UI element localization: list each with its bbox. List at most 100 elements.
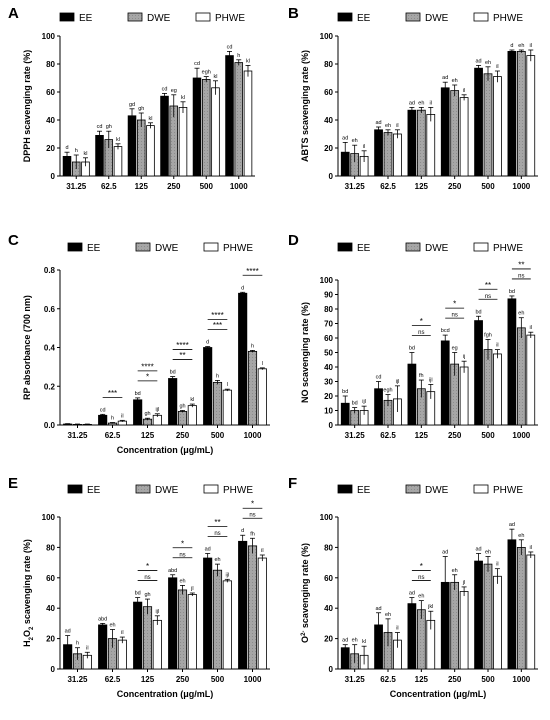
significance-letter: eh xyxy=(385,612,391,618)
bar-phwe xyxy=(526,334,536,426)
bar-dwe xyxy=(483,563,493,670)
significance-letter: il xyxy=(363,144,365,150)
significance-letter: kl xyxy=(246,58,250,64)
significance-letter: gh xyxy=(144,411,150,417)
significance-mark: **** xyxy=(246,267,258,276)
x-tick-label: 1000 xyxy=(244,431,262,440)
bar-ee xyxy=(225,55,234,177)
significance-letter: fh xyxy=(419,373,424,379)
y-tick-label: 40 xyxy=(46,604,55,613)
legend-swatch-phwe xyxy=(203,242,219,252)
x-tick-label: 250 xyxy=(176,431,190,440)
significance-letter: cd xyxy=(100,407,106,413)
y-tick-label: 40 xyxy=(46,116,55,125)
bar-ee xyxy=(238,540,248,670)
significance-letter: kl xyxy=(83,151,87,157)
significance-letter: l xyxy=(227,382,228,388)
bar-phwe xyxy=(187,594,197,670)
significance-letter: il xyxy=(530,325,532,331)
bar-phwe xyxy=(146,125,155,177)
legend-swatch-ee xyxy=(337,484,353,494)
significance-letter: ad xyxy=(376,120,382,126)
bar-phwe xyxy=(152,619,162,670)
significance-letter: egh xyxy=(383,388,392,394)
significance-letter: eh xyxy=(418,100,424,106)
significance-letter: cd xyxy=(227,44,233,50)
significance-letter: il xyxy=(86,645,88,651)
bar-phwe xyxy=(257,557,267,670)
bar-ee xyxy=(507,298,517,426)
panel-label: A xyxy=(8,5,19,22)
y-tick-label: 0 xyxy=(51,665,56,674)
bar-ee xyxy=(95,134,104,177)
y-tick-label: 90 xyxy=(324,291,333,300)
bar-phwe xyxy=(526,55,536,177)
significance-letter: ad xyxy=(442,75,448,81)
significance-letter: eh xyxy=(485,550,491,556)
significance-letter: ad xyxy=(509,522,515,528)
significance-mark: * xyxy=(181,539,184,548)
x-tick-label: 250 xyxy=(167,182,181,191)
significance-letter: ad xyxy=(476,58,482,64)
bar-ee xyxy=(160,95,169,177)
y-tick-label: 60 xyxy=(324,574,333,583)
significance-letter: eh xyxy=(179,578,185,584)
significance-letter: il xyxy=(530,43,532,49)
legend-swatch-dwe xyxy=(135,484,151,494)
significance-letter: bd xyxy=(135,391,141,397)
panel-label: D xyxy=(288,232,299,249)
significance-mark: **** xyxy=(176,341,188,350)
y-tick-label: 50 xyxy=(324,349,333,358)
legend-swatch-dwe xyxy=(127,12,143,22)
y-tick-label: 80 xyxy=(324,543,333,552)
legend-swatch-phwe xyxy=(195,12,211,22)
y-tick-label: 60 xyxy=(324,88,333,97)
bar-ee xyxy=(168,378,178,426)
x-tick-label: 250 xyxy=(448,431,462,440)
bar-phwe xyxy=(426,114,436,177)
bar-phwe xyxy=(493,76,502,177)
x-tick-label: 125 xyxy=(415,431,429,440)
y-axis-label: RP absorbance (700 nm) xyxy=(22,295,32,400)
bar-ee xyxy=(127,115,137,177)
significance-letter: eh xyxy=(485,60,491,66)
y-tick-label: 20 xyxy=(46,635,55,644)
y-tick-label: 100 xyxy=(42,32,56,41)
significance-letter: il xyxy=(496,64,498,70)
x-tick-label: 62.5 xyxy=(105,675,121,684)
significance-letter: kl xyxy=(181,95,185,101)
significance-letter: jl xyxy=(462,580,465,586)
chart-panel-b: B EE DWE PHWE 0 20 40 60 80 100 ABTS scavenging ra… xyxy=(288,5,538,191)
bar-phwe xyxy=(493,353,502,426)
significance-mark: * xyxy=(420,562,423,571)
significance-letter: ijl xyxy=(225,572,229,578)
bar-dwe xyxy=(201,79,211,177)
bar-ee xyxy=(133,601,143,670)
significance-letter: jl xyxy=(190,586,193,592)
significance-mark: * xyxy=(146,562,149,571)
significance-letter: il xyxy=(261,548,263,554)
bar-ee xyxy=(192,77,202,177)
y-tick-label: 0.2 xyxy=(44,382,56,391)
x-tick-label: 31.25 xyxy=(345,182,366,191)
significance-mark: * xyxy=(251,500,254,509)
x-tick-label: 1000 xyxy=(512,431,530,440)
significance-mark: ns xyxy=(144,575,150,581)
y-axis-label: NO scavenging rate (%) xyxy=(300,302,310,403)
significance-letter: bd xyxy=(170,370,176,376)
chart-panel-a: A EE DWE PHWE 0 20 40 60 80 100 DPPH scavenging ra… xyxy=(8,5,255,191)
significance-letter: ad xyxy=(205,546,211,552)
bar-phwe xyxy=(243,70,253,177)
x-tick-label: 125 xyxy=(141,675,155,684)
y-tick-label: 0 xyxy=(51,172,56,181)
bar-phwe xyxy=(187,405,197,426)
legend-label-phwe: PHWE xyxy=(493,243,523,254)
significance-mark: *** xyxy=(213,321,222,330)
bar-phwe xyxy=(393,133,402,177)
bar-phwe xyxy=(222,580,232,670)
significance-letter: il xyxy=(530,545,532,551)
significance-letter: eh xyxy=(518,533,524,539)
x-tick-label: 500 xyxy=(481,182,495,191)
x-tick-label: 31.25 xyxy=(345,675,366,684)
